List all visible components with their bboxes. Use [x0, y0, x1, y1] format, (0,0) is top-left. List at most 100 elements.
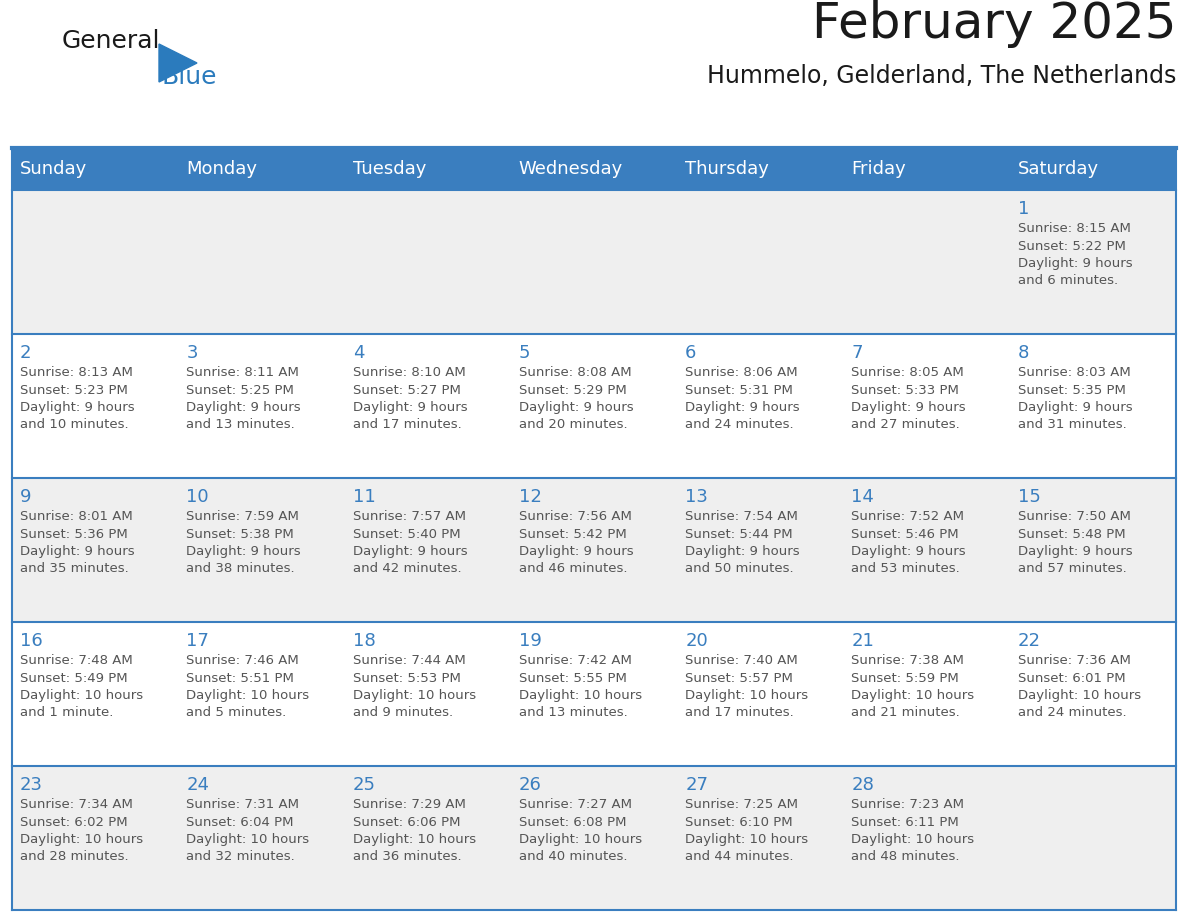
Text: 23: 23 — [20, 776, 43, 794]
Text: 17: 17 — [187, 632, 209, 650]
Text: and 53 minutes.: and 53 minutes. — [852, 563, 960, 576]
Text: 26: 26 — [519, 776, 542, 794]
Text: Monday: Monday — [187, 160, 258, 178]
Text: Sunrise: 7:46 AM: Sunrise: 7:46 AM — [187, 654, 299, 667]
Text: February 2025: February 2025 — [811, 0, 1176, 48]
Text: 19: 19 — [519, 632, 542, 650]
Text: Sunset: 6:02 PM: Sunset: 6:02 PM — [20, 815, 127, 829]
Text: Sunrise: 7:57 AM: Sunrise: 7:57 AM — [353, 510, 466, 523]
Text: Sunrise: 7:44 AM: Sunrise: 7:44 AM — [353, 654, 466, 667]
Text: and 17 minutes.: and 17 minutes. — [353, 419, 461, 431]
Text: Daylight: 9 hours: Daylight: 9 hours — [353, 401, 467, 414]
Text: 22: 22 — [1018, 632, 1041, 650]
Text: 24: 24 — [187, 776, 209, 794]
Text: 18: 18 — [353, 632, 375, 650]
Bar — [12, 148, 1176, 190]
Text: Sunrise: 7:36 AM: Sunrise: 7:36 AM — [1018, 654, 1131, 667]
Text: Sunset: 5:25 PM: Sunset: 5:25 PM — [187, 384, 295, 397]
Text: Sunrise: 7:59 AM: Sunrise: 7:59 AM — [187, 510, 299, 523]
Text: Sunset: 5:57 PM: Sunset: 5:57 PM — [685, 671, 794, 685]
Text: Daylight: 9 hours: Daylight: 9 hours — [20, 545, 134, 558]
Text: 4: 4 — [353, 344, 364, 362]
Text: Sunrise: 8:13 AM: Sunrise: 8:13 AM — [20, 366, 133, 379]
Text: and 31 minutes.: and 31 minutes. — [1018, 419, 1126, 431]
Text: Daylight: 9 hours: Daylight: 9 hours — [685, 545, 800, 558]
Text: 10: 10 — [187, 488, 209, 506]
Text: and 13 minutes.: and 13 minutes. — [187, 419, 295, 431]
Text: 7: 7 — [852, 344, 862, 362]
Text: 14: 14 — [852, 488, 874, 506]
Text: and 42 minutes.: and 42 minutes. — [353, 563, 461, 576]
Text: Sunrise: 7:52 AM: Sunrise: 7:52 AM — [852, 510, 965, 523]
Text: Sunrise: 7:54 AM: Sunrise: 7:54 AM — [685, 510, 798, 523]
Text: Daylight: 9 hours: Daylight: 9 hours — [519, 545, 633, 558]
Text: and 9 minutes.: and 9 minutes. — [353, 707, 453, 720]
Text: Daylight: 10 hours: Daylight: 10 hours — [353, 689, 475, 702]
Text: Daylight: 10 hours: Daylight: 10 hours — [519, 689, 642, 702]
Text: Sunset: 5:59 PM: Sunset: 5:59 PM — [852, 671, 959, 685]
Text: Daylight: 9 hours: Daylight: 9 hours — [1018, 257, 1132, 270]
Text: Daylight: 9 hours: Daylight: 9 hours — [852, 401, 966, 414]
Text: Sunset: 6:06 PM: Sunset: 6:06 PM — [353, 815, 460, 829]
Text: Sunset: 5:23 PM: Sunset: 5:23 PM — [20, 384, 128, 397]
Text: Sunset: 5:49 PM: Sunset: 5:49 PM — [20, 671, 127, 685]
Text: Daylight: 10 hours: Daylight: 10 hours — [685, 833, 808, 846]
Polygon shape — [159, 44, 197, 82]
Text: Sunset: 5:51 PM: Sunset: 5:51 PM — [187, 671, 295, 685]
Text: Thursday: Thursday — [685, 160, 769, 178]
Text: 8: 8 — [1018, 344, 1029, 362]
Text: 2: 2 — [20, 344, 32, 362]
Text: Daylight: 10 hours: Daylight: 10 hours — [20, 689, 143, 702]
Text: Sunset: 5:27 PM: Sunset: 5:27 PM — [353, 384, 461, 397]
Text: 27: 27 — [685, 776, 708, 794]
Text: 11: 11 — [353, 488, 375, 506]
Text: Sunset: 5:42 PM: Sunset: 5:42 PM — [519, 528, 626, 541]
Text: Sunset: 5:40 PM: Sunset: 5:40 PM — [353, 528, 460, 541]
Text: and 10 minutes.: and 10 minutes. — [20, 419, 128, 431]
Text: Daylight: 10 hours: Daylight: 10 hours — [187, 833, 309, 846]
Text: Sunset: 5:22 PM: Sunset: 5:22 PM — [1018, 240, 1125, 252]
Text: and 48 minutes.: and 48 minutes. — [852, 850, 960, 864]
Text: Sunrise: 7:29 AM: Sunrise: 7:29 AM — [353, 798, 466, 811]
Text: 1: 1 — [1018, 200, 1029, 218]
Text: Daylight: 10 hours: Daylight: 10 hours — [852, 833, 974, 846]
Text: Sunset: 6:04 PM: Sunset: 6:04 PM — [187, 815, 293, 829]
Text: 5: 5 — [519, 344, 530, 362]
Text: Sunset: 5:44 PM: Sunset: 5:44 PM — [685, 528, 792, 541]
Text: Daylight: 10 hours: Daylight: 10 hours — [353, 833, 475, 846]
Text: Daylight: 9 hours: Daylight: 9 hours — [187, 545, 301, 558]
Text: Blue: Blue — [162, 65, 216, 89]
Text: Daylight: 9 hours: Daylight: 9 hours — [187, 401, 301, 414]
Text: Sunrise: 8:05 AM: Sunrise: 8:05 AM — [852, 366, 965, 379]
Text: Friday: Friday — [852, 160, 906, 178]
Text: and 6 minutes.: and 6 minutes. — [1018, 274, 1118, 287]
Text: Sunset: 6:08 PM: Sunset: 6:08 PM — [519, 815, 626, 829]
Text: and 46 minutes.: and 46 minutes. — [519, 563, 627, 576]
Text: and 24 minutes.: and 24 minutes. — [1018, 707, 1126, 720]
Text: Sunset: 5:36 PM: Sunset: 5:36 PM — [20, 528, 128, 541]
Text: Sunset: 6:11 PM: Sunset: 6:11 PM — [852, 815, 959, 829]
Text: Sunrise: 8:08 AM: Sunrise: 8:08 AM — [519, 366, 632, 379]
Text: 28: 28 — [852, 776, 874, 794]
Text: Sunrise: 8:11 AM: Sunrise: 8:11 AM — [187, 366, 299, 379]
Text: 13: 13 — [685, 488, 708, 506]
Text: Hummelo, Gelderland, The Netherlands: Hummelo, Gelderland, The Netherlands — [707, 64, 1176, 88]
Text: and 5 minutes.: and 5 minutes. — [187, 707, 286, 720]
Text: 9: 9 — [20, 488, 32, 506]
Text: 12: 12 — [519, 488, 542, 506]
Text: Sunset: 6:10 PM: Sunset: 6:10 PM — [685, 815, 792, 829]
Text: and 57 minutes.: and 57 minutes. — [1018, 563, 1126, 576]
Text: Sunrise: 7:42 AM: Sunrise: 7:42 AM — [519, 654, 632, 667]
Text: Sunset: 5:35 PM: Sunset: 5:35 PM — [1018, 384, 1125, 397]
Text: and 50 minutes.: and 50 minutes. — [685, 563, 794, 576]
Text: and 21 minutes.: and 21 minutes. — [852, 707, 960, 720]
Bar — [12, 766, 1176, 910]
Text: and 36 minutes.: and 36 minutes. — [353, 850, 461, 864]
Text: Sunrise: 8:01 AM: Sunrise: 8:01 AM — [20, 510, 133, 523]
Text: and 17 minutes.: and 17 minutes. — [685, 707, 794, 720]
Text: Sunset: 5:31 PM: Sunset: 5:31 PM — [685, 384, 794, 397]
Text: Sunset: 5:53 PM: Sunset: 5:53 PM — [353, 671, 461, 685]
Bar — [12, 478, 1176, 622]
Text: and 44 minutes.: and 44 minutes. — [685, 850, 794, 864]
Text: Sunrise: 7:34 AM: Sunrise: 7:34 AM — [20, 798, 133, 811]
